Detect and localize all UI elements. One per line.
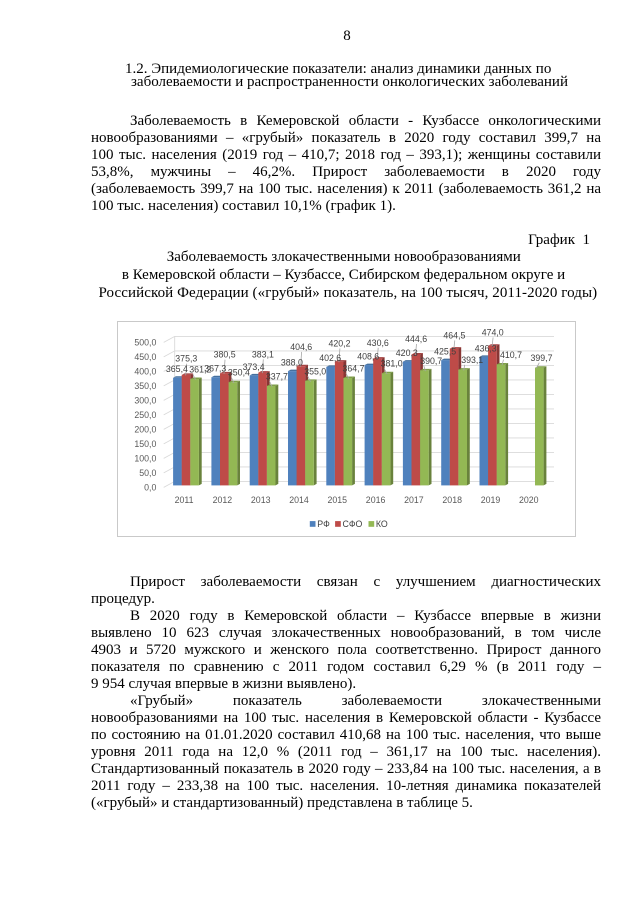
svg-text:375,3: 375,3 bbox=[175, 354, 197, 364]
svg-text:393,1: 393,1 bbox=[461, 355, 483, 365]
svg-text:430,6: 430,6 bbox=[367, 338, 389, 348]
svg-text:2018: 2018 bbox=[442, 495, 462, 505]
svg-text:410,7: 410,7 bbox=[500, 350, 522, 360]
svg-text:2020: 2020 bbox=[519, 495, 539, 505]
svg-text:350,4: 350,4 bbox=[228, 368, 250, 378]
svg-text:408,6: 408,6 bbox=[357, 352, 379, 362]
svg-text:500,0: 500,0 bbox=[134, 338, 156, 348]
svg-text:425,5: 425,5 bbox=[434, 347, 456, 357]
svg-text:450,0: 450,0 bbox=[134, 352, 156, 362]
svg-text:402,6: 402,6 bbox=[319, 353, 341, 363]
svg-text:420,3: 420,3 bbox=[396, 348, 418, 358]
svg-text:РФ: РФ bbox=[317, 519, 330, 529]
svg-text:2014: 2014 bbox=[289, 495, 309, 505]
svg-text:390,7: 390,7 bbox=[420, 356, 442, 366]
svg-text:2016: 2016 bbox=[366, 495, 386, 505]
svg-text:2019: 2019 bbox=[481, 495, 501, 505]
svg-text:464,5: 464,5 bbox=[443, 330, 465, 340]
svg-text:2015: 2015 bbox=[328, 495, 348, 505]
svg-text:364,7: 364,7 bbox=[342, 364, 364, 374]
svg-text:381,0: 381,0 bbox=[381, 359, 403, 369]
svg-text:КО: КО bbox=[376, 519, 388, 529]
svg-text:373,4: 373,4 bbox=[243, 362, 265, 372]
svg-text:436,3: 436,3 bbox=[475, 343, 497, 353]
svg-text:0,0: 0,0 bbox=[144, 483, 156, 493]
svg-text:350,0: 350,0 bbox=[134, 381, 156, 391]
svg-text:200,0: 200,0 bbox=[134, 425, 156, 435]
svg-text:383,1: 383,1 bbox=[252, 349, 274, 359]
svg-text:355,0: 355,0 bbox=[304, 366, 326, 376]
svg-text:400,0: 400,0 bbox=[134, 367, 156, 377]
svg-text:50,0: 50,0 bbox=[139, 468, 156, 478]
svg-text:474,0: 474,0 bbox=[482, 328, 504, 338]
svg-text:2011: 2011 bbox=[175, 495, 194, 505]
svg-text:388,0: 388,0 bbox=[281, 358, 303, 368]
svg-text:365,4: 365,4 bbox=[166, 364, 188, 374]
svg-text:100,0: 100,0 bbox=[134, 454, 156, 464]
svg-text:2013: 2013 bbox=[251, 495, 271, 505]
svg-text:420,2: 420,2 bbox=[328, 339, 350, 349]
svg-text:367,3: 367,3 bbox=[204, 364, 226, 374]
svg-text:380,5: 380,5 bbox=[214, 350, 236, 360]
svg-text:2012: 2012 bbox=[213, 495, 233, 505]
svg-text:СФО: СФО bbox=[343, 519, 363, 529]
svg-text:444,6: 444,6 bbox=[405, 334, 427, 344]
svg-text:337,7: 337,7 bbox=[266, 371, 288, 381]
svg-text:300,0: 300,0 bbox=[134, 396, 156, 406]
svg-text:250,0: 250,0 bbox=[134, 410, 156, 420]
svg-text:399,7: 399,7 bbox=[530, 353, 552, 363]
svg-text:361,2: 361,2 bbox=[189, 365, 211, 375]
svg-text:150,0: 150,0 bbox=[134, 439, 156, 449]
svg-text:404,6: 404,6 bbox=[290, 342, 312, 352]
svg-text:2017: 2017 bbox=[404, 495, 424, 505]
